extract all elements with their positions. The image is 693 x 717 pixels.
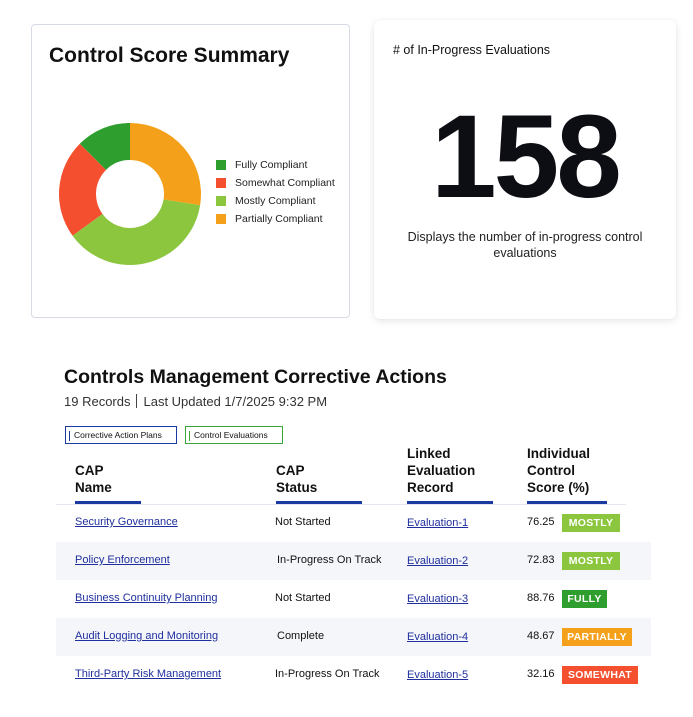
header-underline <box>407 501 493 504</box>
score-value: 88.76 <box>527 592 555 604</box>
tab-marker <box>69 431 70 441</box>
column-header-score[interactable]: Individual Control Score (%) <box>527 445 590 496</box>
header-line: Individual <box>527 446 591 461</box>
legend-item-partially: Partially Compliant <box>216 210 335 228</box>
legend-item-mostly: Mostly Compliant <box>216 192 335 210</box>
tab-corrective-action-plans[interactable]: Corrective Action Plans <box>65 426 177 444</box>
evaluation-link[interactable]: Evaluation-1 <box>407 517 469 529</box>
legend-label: Partially Compliant <box>235 213 323 225</box>
legend-label: Fully Compliant <box>235 159 308 171</box>
tab-label: Control Evaluations <box>194 430 268 440</box>
column-header-cap-status[interactable]: CAP Status <box>276 462 317 496</box>
count-description: Displays the number of in-progress contr… <box>407 230 643 260</box>
header-underline <box>527 501 607 504</box>
score-value: 48.67 <box>527 630 555 642</box>
tab-label: Corrective Action Plans <box>74 430 162 440</box>
in-progress-count: 158 <box>431 91 622 223</box>
header-line: Score (%) <box>527 480 590 495</box>
header-line: Evaluation <box>407 463 476 478</box>
legend-swatch <box>216 160 226 170</box>
compliance-donut-chart <box>59 123 201 265</box>
score-badge: SOMEWHAT <box>562 666 638 684</box>
score-badge: FULLY <box>562 590 607 608</box>
donut-slice-partially-compliant <box>130 123 201 206</box>
cap-status: Not Started <box>275 592 331 604</box>
score-value: 32.16 <box>527 668 555 680</box>
cap-status: Complete <box>277 630 325 642</box>
header-line: Record <box>407 480 454 495</box>
legend-item-somewhat: Somewhat Compliant <box>216 174 335 192</box>
cap-name-link[interactable]: Policy Enforcement <box>75 554 170 566</box>
header-line: CAP <box>75 463 104 478</box>
tab-control-evaluations[interactable]: Control Evaluations <box>185 426 283 444</box>
donut-slice-mostly-compliant <box>72 199 201 265</box>
summary-title: Control Score Summary <box>49 44 290 67</box>
count-title: # of In-Progress Evaluations <box>393 43 551 57</box>
donut-slice-fully-compliant <box>79 123 130 170</box>
last-updated: Last Updated 1/7/2025 9:32 PM <box>143 394 328 409</box>
legend-label: Somewhat Compliant <box>235 177 335 189</box>
table-row: Third-Party Risk Management In-Progress … <box>56 656 651 694</box>
cap-name-link[interactable]: Security Governance <box>75 516 178 528</box>
header-divider <box>56 504 626 505</box>
chart-legend: Fully Compliant Somewhat Compliant Mostl… <box>216 156 335 228</box>
header-line: Name <box>75 480 112 495</box>
cap-name-link[interactable]: Third-Party Risk Management <box>75 668 222 680</box>
donut-slice-somewhat-compliant <box>59 143 106 236</box>
cap-status: Not Started <box>275 516 331 528</box>
header-line: Status <box>276 480 318 495</box>
column-header-linked-record[interactable]: Linked Evaluation Record <box>407 445 475 496</box>
table-row: Security Governance Not Started Evaluati… <box>56 504 651 542</box>
table-row: Policy Enforcement In-Progress On Track … <box>56 542 651 580</box>
section-meta: 19 Records Last Updated 1/7/2025 9:32 PM <box>64 394 327 409</box>
cap-name-link[interactable]: Business Continuity Planning <box>75 592 218 604</box>
header-line: Control <box>527 463 575 478</box>
in-progress-evaluations-card: # of In-Progress Evaluations 158 Display… <box>374 20 676 319</box>
header-underline <box>276 501 362 504</box>
evaluation-link[interactable]: Evaluation-2 <box>407 555 469 567</box>
score-value: 76.25 <box>527 516 555 528</box>
score-badge: MOSTLY <box>562 514 620 532</box>
cap-status: In-Progress On Track <box>277 554 382 566</box>
legend-swatch <box>216 196 226 206</box>
evaluation-link[interactable]: Evaluation-3 <box>407 593 469 605</box>
meta-divider <box>136 394 138 408</box>
header-underline <box>75 501 141 504</box>
header-line: Linked <box>407 446 451 461</box>
column-header-cap-name[interactable]: CAP Name <box>75 462 112 496</box>
table-row: Audit Logging and Monitoring Complete Ev… <box>56 618 651 656</box>
legend-swatch <box>216 178 226 188</box>
section-title: Controls Management Corrective Actions <box>64 366 447 388</box>
cap-name-link[interactable]: Audit Logging and Monitoring <box>75 630 219 642</box>
header-line: CAP <box>276 463 305 478</box>
score-badge: PARTIALLY <box>562 628 632 646</box>
cap-status: In-Progress On Track <box>275 668 380 680</box>
evaluation-link[interactable]: Evaluation-4 <box>407 631 469 643</box>
legend-swatch <box>216 214 226 224</box>
record-count: 19 Records <box>64 394 131 409</box>
control-score-summary-card: Control Score Summary Fully Compliant So… <box>31 24 350 318</box>
legend-item-fully: Fully Compliant <box>216 156 335 174</box>
tab-marker <box>189 431 190 441</box>
table-row: Business Continuity Planning Not Started… <box>56 580 651 618</box>
legend-label: Mostly Compliant <box>235 195 316 207</box>
evaluation-link[interactable]: Evaluation-5 <box>407 669 469 681</box>
score-badge: MOSTLY <box>562 552 620 570</box>
score-value: 72.83 <box>527 554 555 566</box>
